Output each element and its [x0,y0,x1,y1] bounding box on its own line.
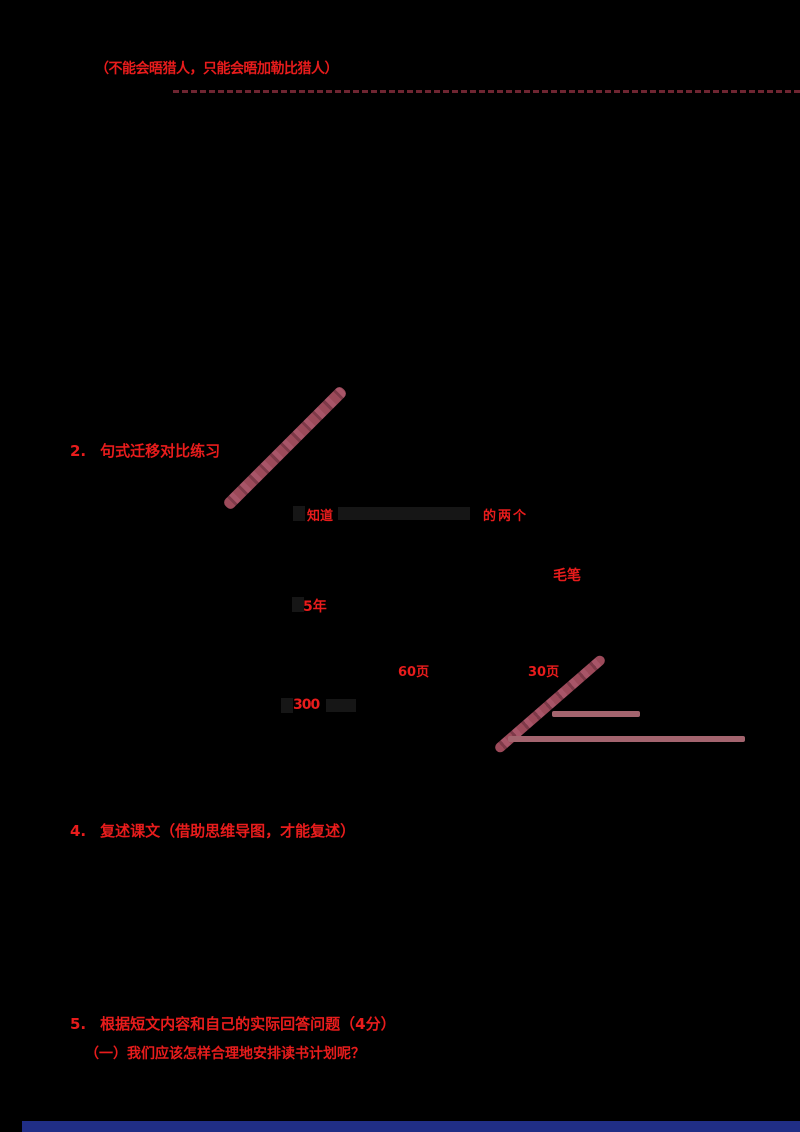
section-number: 5. [70,1015,87,1033]
section-number: 4. [70,822,87,840]
section-heading-5: 5. 根据短文内容和自己的实际回答问题（4分） [70,1013,396,1034]
section-title: 根据短文内容和自己的实际回答问题（4分） [100,1015,396,1033]
ghost-text [292,597,304,612]
footer-blue-bar [22,1121,800,1132]
ghost-text [293,506,305,521]
handwritten-diagonal-annotation-upper [222,385,348,511]
sub-question-line: （一）我们应该怎样合理地安排读书计划呢？ [85,1046,365,1062]
answer-fragment: 的两个 [483,509,529,524]
section-heading-2: 2. 句式迁移对比练习 [70,440,220,461]
ghost-text [338,507,470,520]
section-title: 句式迁移对比练习 [100,442,221,460]
answer-fragment: 5年 [303,599,327,615]
ghost-text [326,699,356,712]
answer-fragment: 60页 [398,665,430,680]
title-underline [173,90,800,93]
answer-fragment: 毛笔 [553,568,581,584]
answer-fragment: 300 [293,697,320,713]
answer-fragment: 30页 [528,665,560,680]
section-number: 2. [70,442,87,460]
ghost-text [281,698,293,713]
answer-fragment: 知道 [307,509,334,524]
section-heading-4: 4. 复述课文（借助思维导图，才能复述） [70,820,355,841]
underline-bar-short [552,711,640,717]
underline-bar-long [508,736,745,742]
page-title: （不能会晤猎人，只能会晤加勒比猎人） [95,61,339,77]
section-title: 复述课文（借助思维导图，才能复述） [100,822,356,840]
